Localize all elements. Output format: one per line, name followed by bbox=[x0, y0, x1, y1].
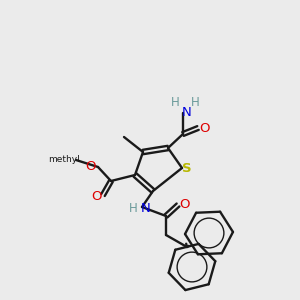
Text: N: N bbox=[182, 106, 192, 118]
Text: S: S bbox=[182, 161, 192, 175]
Text: O: O bbox=[180, 197, 190, 211]
Text: N: N bbox=[141, 202, 151, 215]
Text: O: O bbox=[86, 160, 96, 172]
Text: H: H bbox=[190, 97, 200, 110]
Text: H: H bbox=[171, 97, 179, 110]
Text: O: O bbox=[200, 122, 210, 136]
Text: H: H bbox=[129, 202, 137, 215]
Text: O: O bbox=[91, 190, 101, 202]
Text: methyl: methyl bbox=[48, 155, 80, 164]
